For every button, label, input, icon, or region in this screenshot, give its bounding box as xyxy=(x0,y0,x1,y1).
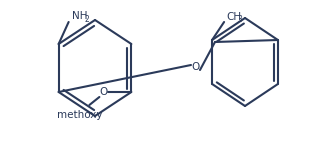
Text: O: O xyxy=(99,87,108,97)
Text: 2: 2 xyxy=(85,15,89,24)
Text: NH: NH xyxy=(72,11,87,21)
Text: methoxy: methoxy xyxy=(57,110,102,120)
Text: 3: 3 xyxy=(237,15,242,24)
Text: O: O xyxy=(192,62,200,72)
Text: CH: CH xyxy=(226,12,241,22)
